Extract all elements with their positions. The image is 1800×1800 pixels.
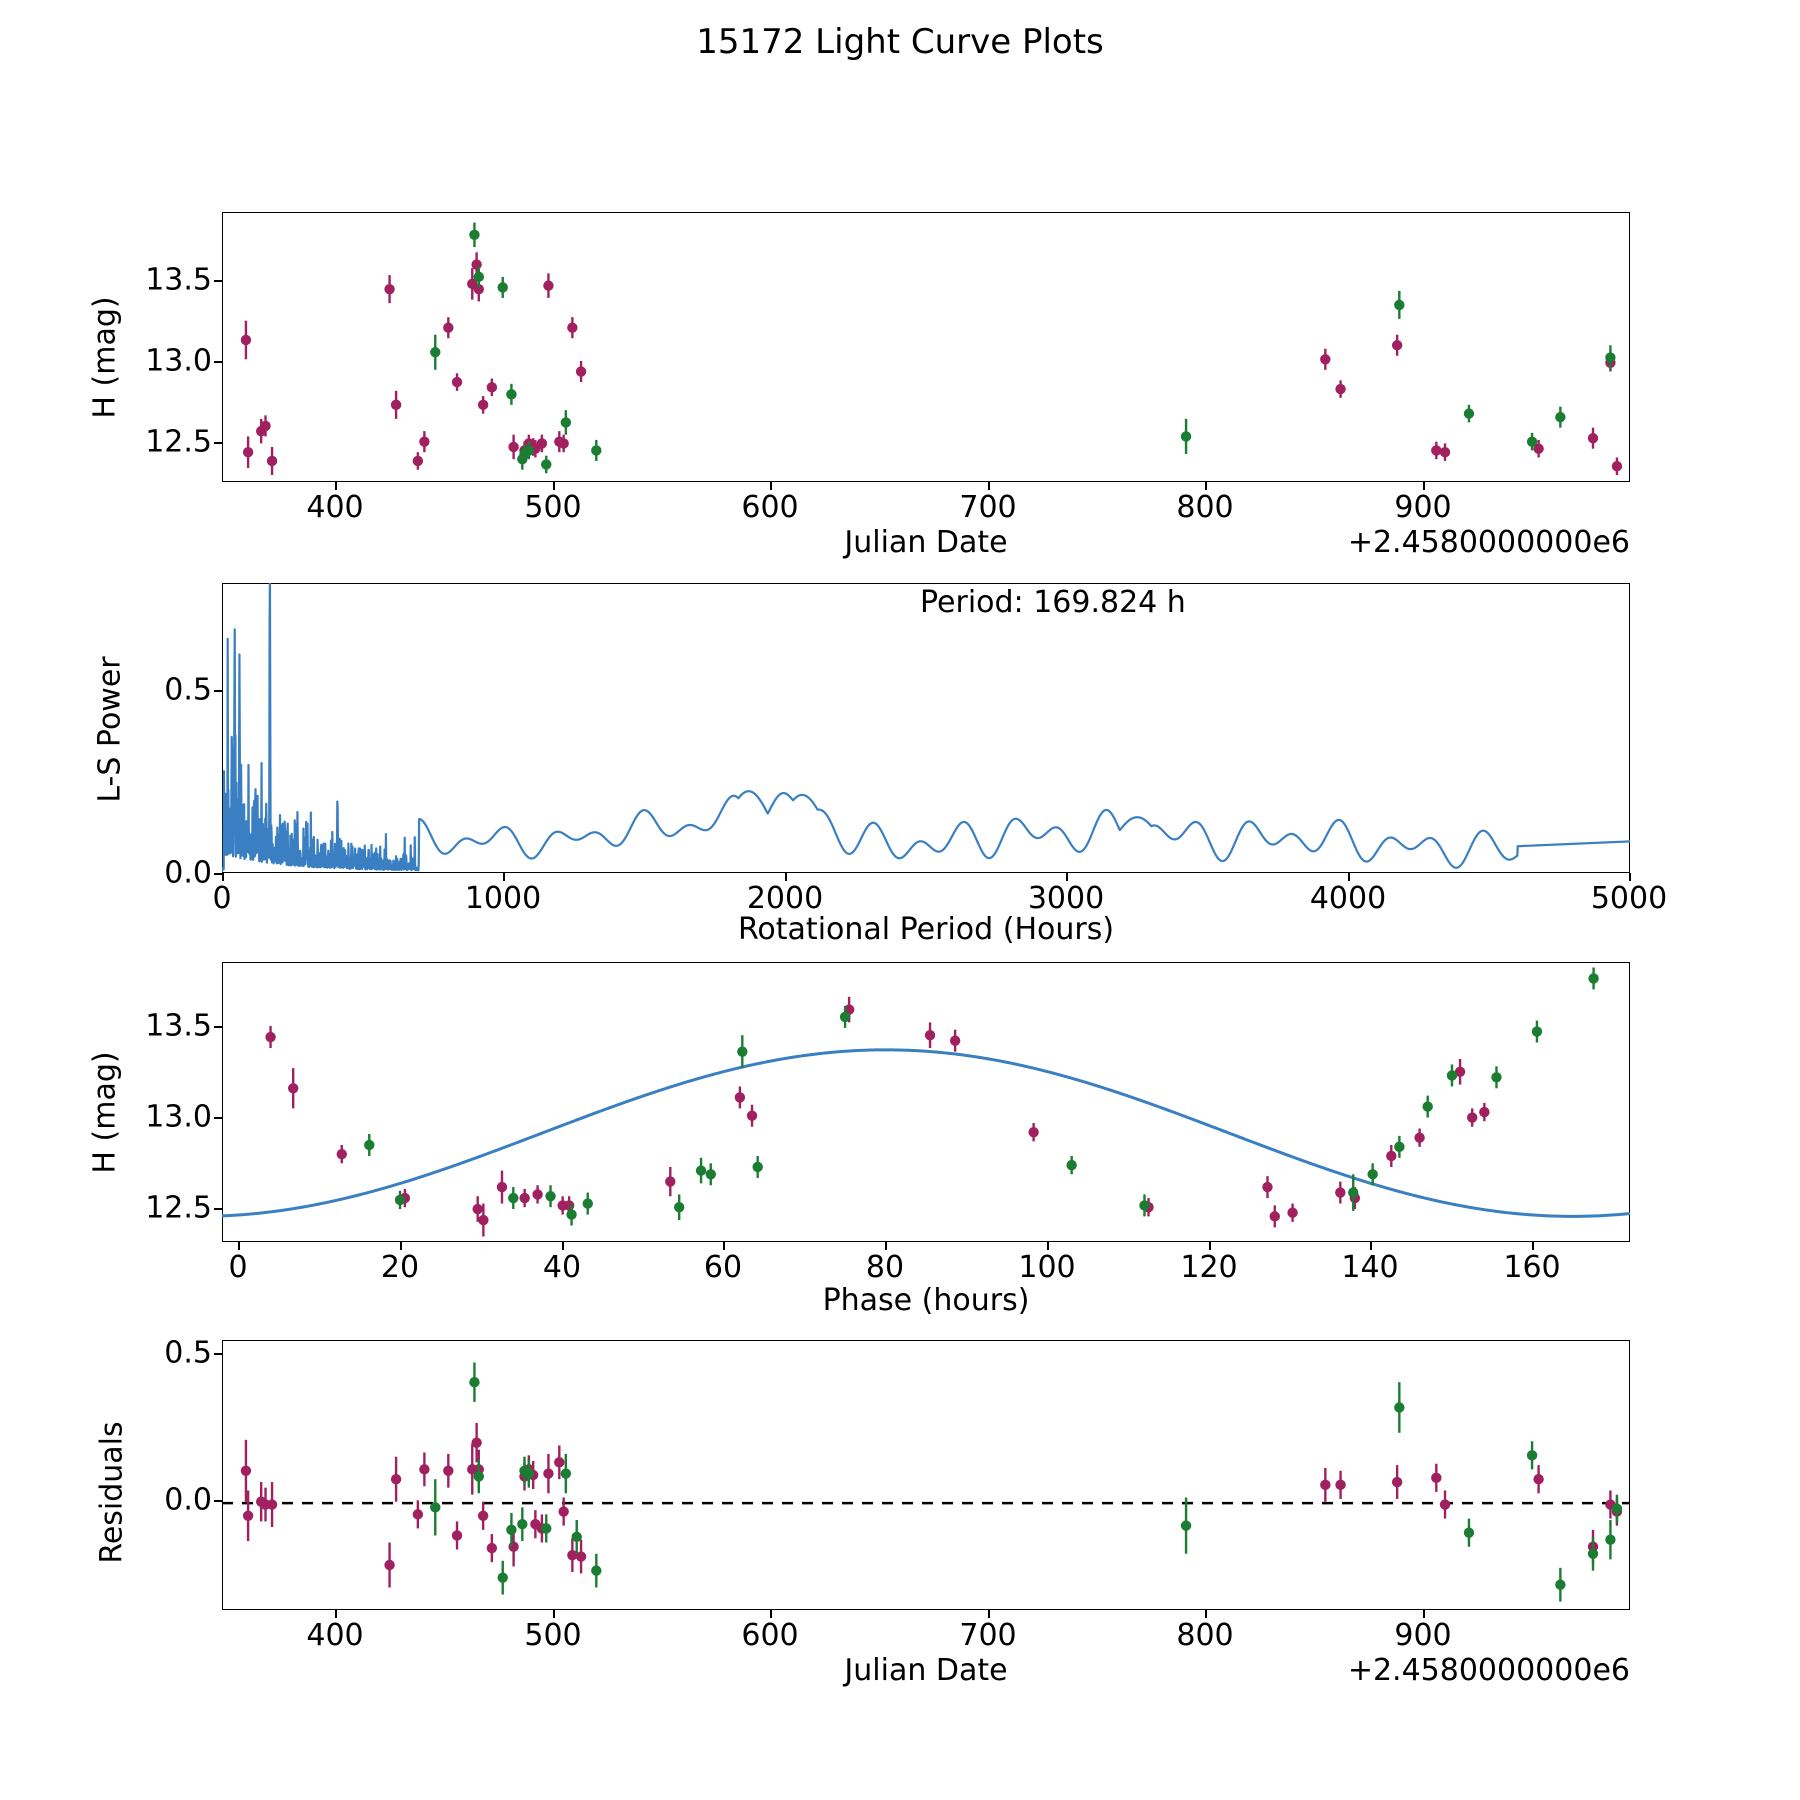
phased-xtick: 0 [228, 1250, 248, 1285]
lightcurve-ytick: 13.5 [145, 262, 212, 298]
phased-xtick: 20 [380, 1250, 420, 1285]
series-series_b [430, 1362, 1623, 1602]
phased-ytick: 13.0 [145, 1099, 212, 1135]
sine-fit-line [222, 1048, 1630, 1218]
lightcurve-xtick: 700 [959, 490, 1017, 525]
periodogram-xtick: 0 [212, 881, 232, 916]
phased-xtick: 120 [1180, 1250, 1238, 1285]
periodogram-ytick: 0.0 [164, 855, 212, 891]
periodogram-data-layer [222, 583, 1630, 872]
series-series_a [265, 996, 1490, 1237]
lightcurve-xlabel: Julian Date [844, 525, 1008, 560]
phased-data-layer [222, 967, 1630, 1237]
residuals-xtick: 700 [959, 1618, 1017, 1653]
phased-xtick: 100 [1018, 1250, 1076, 1285]
periodogram-xtick: 2000 [746, 881, 824, 916]
residuals-ytick: 0.5 [164, 1335, 212, 1371]
periodogram-xlabel: Rotational Period (Hours) [737, 912, 1115, 947]
lightcurve-xtick: 800 [1176, 490, 1234, 525]
residuals-xtick: 500 [524, 1618, 582, 1653]
lightcurve-ytick: 13.0 [145, 343, 212, 379]
periodogram-axes [222, 583, 1630, 873]
residuals-xlabel: Julian Date [844, 1653, 1008, 1688]
residuals-ytick: 0.0 [164, 1482, 212, 1518]
phased-xtick: 160 [1503, 1250, 1561, 1285]
lightcurve-xtick: 900 [1394, 490, 1452, 525]
residuals-xtick: 800 [1176, 1618, 1234, 1653]
series-series_b [430, 222, 1616, 474]
phased-ytick: 13.5 [145, 1008, 212, 1044]
phased-xlabel: Phase (hours) [822, 1283, 1030, 1318]
periodogram-xtick: 5000 [1590, 881, 1668, 916]
lightcurve-ytick: 12.5 [145, 424, 212, 460]
residuals-xtick: 400 [306, 1618, 364, 1653]
phased-xtick: 60 [703, 1250, 743, 1285]
lightcurve-xtick: 500 [524, 490, 582, 525]
lightcurve-data-layer [240, 222, 1623, 475]
series-series_b [364, 967, 1599, 1226]
phased-axes [222, 962, 1630, 1242]
phased-ytick: 12.5 [145, 1190, 212, 1226]
lightcurve-ylabel: H (mag) [87, 296, 123, 419]
lightcurve-xtick: 600 [741, 490, 799, 525]
residuals-xtick: 600 [741, 1618, 799, 1653]
phased-xtick: 40 [542, 1250, 582, 1285]
series-series_a [240, 1422, 1623, 1588]
residuals-axes [222, 1340, 1630, 1610]
lightcurve-x-offset: +2.4580000000e6 [1347, 525, 1630, 560]
period-annotation: Period: 169.824 h [920, 585, 1186, 620]
lightcurve-xtick: 400 [306, 490, 364, 525]
residuals-x-offset: +2.4580000000e6 [1347, 1653, 1630, 1688]
periodogram-xtick: 1000 [464, 881, 542, 916]
residuals-xtick: 900 [1394, 1618, 1452, 1653]
phased-ylabel: H (mag) [87, 1051, 123, 1174]
residuals-data-layer [222, 1362, 1630, 1602]
figure-title: 15172 Light Curve Plots [696, 22, 1104, 62]
phased-xtick: 80 [865, 1250, 905, 1285]
phased-xtick: 140 [1341, 1250, 1399, 1285]
periodogram-ylabel: L-S Power [92, 656, 128, 803]
series-series_a [240, 252, 1623, 475]
periodogram-line [222, 583, 1630, 872]
periodogram-xtick: 3000 [1027, 881, 1105, 916]
periodogram-xtick: 4000 [1309, 881, 1387, 916]
periodogram-ytick: 0.5 [164, 672, 212, 708]
